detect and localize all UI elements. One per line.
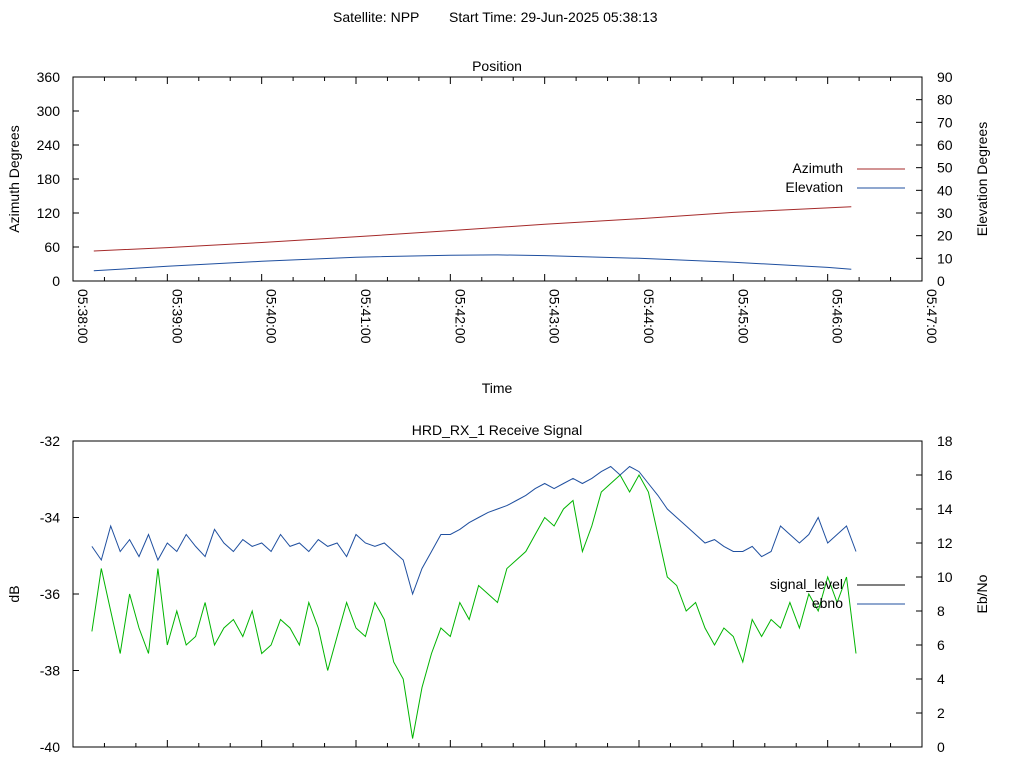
time-tick-label: 05:42:00 [452,289,468,344]
position-series [93,206,852,272]
elevation-tick-label: 90 [937,69,953,85]
db-tick-label: -36 [40,586,60,602]
elevation-tick-label: 0 [937,273,945,289]
elevation-ticks: 0 10 20 30 40 50 60 70 80 90 [916,69,953,289]
db-tick-label: -38 [40,663,60,679]
elevation-tick-label: 50 [937,160,953,176]
legend-ebno-label: ebno [812,595,843,611]
time-tick-label: 05:38:00 [75,289,91,344]
db-axis-label: dB [6,585,22,602]
start-time-label: Start Time: 29-Jun-2025 05:38:13 [449,9,658,25]
ebno-tick-label: 12 [937,535,953,551]
ebno-tick-label: 18 [937,433,953,449]
time-tick-label: 05:45:00 [735,289,751,344]
ebno-tick-label: 4 [937,671,945,687]
db-ticks: -32 -34 -36 -38 -40 [40,433,79,755]
elevation-tick-label: 30 [937,205,953,221]
ebno-tick-label: 6 [937,637,945,653]
elevation-tick-label: 60 [937,137,953,153]
signal-plot-frame [72,440,923,748]
db-tick-label: -34 [40,510,60,526]
signal-legend: signal_level ebno [770,576,905,611]
time-ticks: 05:38:00 05:39:00 05:40:00 05:41:00 05:42:00… [72,77,940,344]
time-tick-label: 05:43:00 [547,289,563,344]
time-tick-label: 05:47:00 [924,289,940,344]
satellite-label: Satellite: NPP [333,9,419,25]
signal-level-line [91,473,857,739]
azimuth-tick-label: 120 [37,205,61,221]
ebno-tick-label: 8 [937,603,945,619]
elevation-line [93,254,852,272]
signal-chart: HRD_RX_1 Receive Signal dB Eb/No -32-34-… [6,422,990,755]
azimuth-tick-label: 60 [44,239,60,255]
azimuth-tick-label: 360 [37,69,61,85]
elevation-tick-label: 70 [937,114,953,130]
azimuth-tick-label: 0 [52,273,60,289]
signal-chart-title: HRD_RX_1 Receive Signal [412,422,582,438]
elevation-tick-label: 80 [937,92,953,108]
ebno-tick-label: 16 [937,467,953,483]
ebno-tick-label: 2 [937,705,945,721]
elevation-axis-label: Elevation Degrees [974,122,990,236]
position-chart-title: Position [472,58,522,74]
ebno-line [91,465,857,596]
db-tick-label: -40 [40,739,60,755]
azimuth-tick-label: 300 [37,103,61,119]
time-axis-label: Time [482,380,513,396]
elevation-tick-label: 40 [937,182,953,198]
ebno-tick-label: 10 [937,569,953,585]
signal-time-ticks [72,740,923,747]
legend-signal-level-label: signal_level [770,576,843,592]
elevation-tick-label: 20 [937,228,953,244]
azimuth-ticks: 0 60 120 180 240 300 360 [37,69,79,289]
azimuth-line [93,206,852,252]
signal-series [91,465,857,739]
ebno-tick-label: 14 [937,501,953,517]
time-tick-label: 05:40:00 [264,289,280,344]
time-tick-label: 05:46:00 [830,289,846,344]
ebno-axis-label: Eb/No [974,574,990,613]
time-tick-label: 05:39:00 [169,289,185,344]
azimuth-tick-label: 240 [37,137,61,153]
ebno-ticks: 0 2 4 6 8 10 12 14 16 18 [916,433,953,755]
azimuth-tick-label: 180 [37,171,61,187]
db-tick-label: -32 [40,433,60,449]
time-tick-label: 05:44:00 [641,289,657,344]
position-legend: Azimuth Elevation [785,160,905,195]
position-chart: Position Azimuth Degrees Elevation Degre… [6,58,990,396]
time-tick-label: 05:41:00 [358,289,374,344]
ebno-tick-label: 0 [937,739,945,755]
legend-azimuth-label: Azimuth [792,160,843,176]
elevation-tick-label: 10 [937,250,953,266]
legend-elevation-label: Elevation [785,179,843,195]
azimuth-axis-label: Azimuth Degrees [6,125,22,232]
